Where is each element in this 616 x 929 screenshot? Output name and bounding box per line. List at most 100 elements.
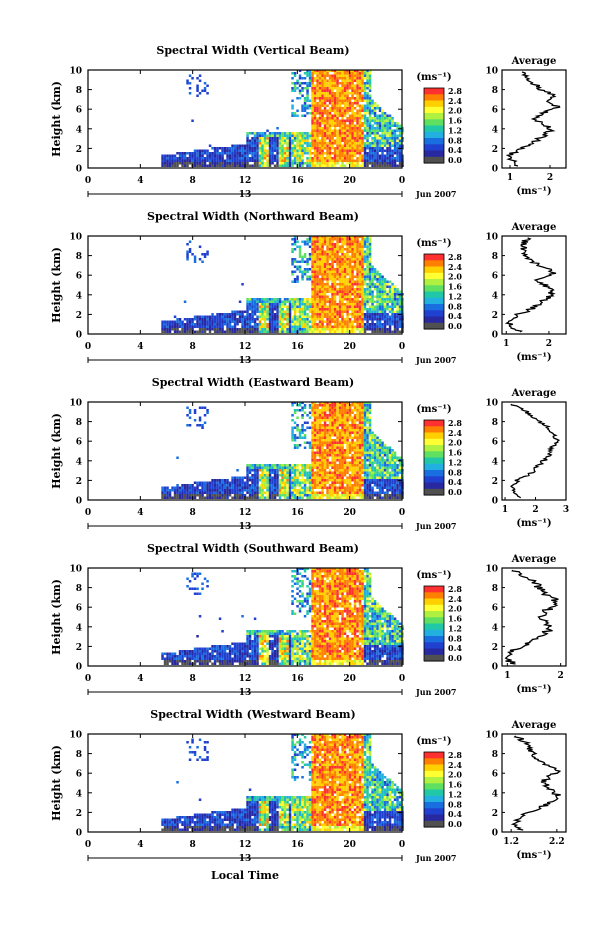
- heatmap-cell: [271, 142, 274, 145]
- colorbar-swatch: [424, 88, 444, 95]
- heatmap-cell: [368, 240, 372, 243]
- heatmap-cell: [333, 439, 337, 442]
- heatmap-cell: [311, 164, 314, 167]
- heatmap-cell: [376, 162, 379, 165]
- heatmap-cell: [353, 310, 357, 313]
- heatmap-cell: [218, 491, 222, 494]
- heatmap-cell: [318, 313, 322, 316]
- heatmap-cell: [188, 491, 192, 494]
- heatmap-cell: [328, 132, 332, 135]
- heatmap-cell: [336, 97, 339, 100]
- heatmap-cell: [368, 157, 372, 160]
- heatmap-cell: [398, 310, 402, 313]
- heatmap-cell: [308, 494, 312, 497]
- heatmap-cell: [178, 323, 182, 326]
- heatmap-cell: [341, 82, 344, 85]
- heatmap-cell: [321, 72, 324, 75]
- heatmap-cell: [313, 270, 317, 273]
- heatmap-cell: [261, 164, 264, 167]
- heatmap-cell: [293, 308, 297, 311]
- heatmap-cell: [301, 436, 304, 439]
- heatmap-cell: [381, 144, 384, 147]
- heatmap-cell: [321, 87, 324, 90]
- heatmap-cell: [178, 325, 182, 328]
- heatmap-cell: [221, 325, 224, 328]
- heatmap-cell: [333, 295, 337, 298]
- heatmap-cell: [338, 308, 342, 311]
- heatmap-cell: [196, 491, 199, 494]
- heatmap-cell: [243, 318, 247, 321]
- heatmap-cell: [393, 310, 397, 313]
- heatmap-cell: [326, 449, 329, 452]
- heatmap-cell: [281, 318, 284, 321]
- heatmap-cell: [313, 89, 317, 92]
- heatmap-cell: [358, 303, 362, 306]
- heatmap-cell: [321, 164, 324, 167]
- heatmap-cell: [311, 444, 314, 447]
- heatmap-cell: [293, 72, 297, 75]
- heatmap-cell: [293, 238, 297, 241]
- heatmap-cell: [313, 456, 317, 459]
- heatmap-cell: [223, 320, 227, 323]
- heatmap-cell: [293, 235, 297, 238]
- heatmap-cell: [376, 320, 379, 323]
- heatmap-cell: [316, 157, 319, 160]
- heatmap-cell: [201, 486, 204, 489]
- heatmap-cell: [253, 313, 257, 316]
- heatmap-cell: [338, 469, 342, 472]
- colorbar-swatch: [424, 106, 444, 114]
- heatmap-cell: [206, 92, 209, 95]
- heatmap-cell: [371, 295, 374, 298]
- heatmap-cell: [291, 325, 294, 328]
- heatmap-cell: [263, 318, 267, 321]
- heatmap-cell: [286, 300, 289, 303]
- heatmap-cell: [286, 491, 289, 494]
- heatmap-cell: [273, 489, 277, 492]
- heatmap-cell: [283, 494, 287, 497]
- heatmap-cell: [261, 484, 264, 487]
- heatmap-cell: [313, 446, 317, 449]
- heatmap-cell: [316, 481, 319, 484]
- heatmap-cell: [383, 315, 387, 318]
- heatmap-cell: [241, 479, 244, 482]
- heatmap-cell: [343, 77, 347, 80]
- heatmap-cell: [183, 154, 187, 157]
- heatmap-cell: [331, 134, 334, 137]
- heatmap-cell: [286, 489, 289, 492]
- heatmap-cell: [358, 152, 362, 155]
- heatmap-cell: [321, 426, 324, 429]
- heatmap-cell: [313, 69, 317, 72]
- heatmap-cell: [248, 164, 252, 167]
- heatmap-cell: [343, 328, 347, 331]
- heatmap-cell: [341, 486, 344, 489]
- heatmap-cell: [316, 449, 319, 452]
- heatmap-cell: [233, 476, 237, 479]
- heatmap-cell: [328, 439, 332, 442]
- heatmap-cell: [323, 325, 327, 328]
- heatmap-cell: [296, 305, 299, 308]
- heatmap-cell: [291, 243, 294, 246]
- heatmap-cell: [318, 102, 322, 105]
- heatmap-cell: [281, 484, 284, 487]
- heatmap-cell: [203, 481, 207, 484]
- heatmap-cell: [378, 137, 382, 140]
- heatmap-cell: [328, 426, 332, 429]
- heatmap-cell: [251, 305, 254, 308]
- heatmap-cell: [376, 308, 379, 311]
- heatmap-cell: [218, 313, 222, 316]
- heatmap-cell: [341, 157, 344, 160]
- heatmap-cell: [248, 494, 252, 497]
- heatmap-cell: [321, 275, 324, 278]
- heatmap-cell: [206, 320, 209, 323]
- heatmap-cell: [321, 431, 324, 434]
- heatmap-cell: [298, 82, 302, 85]
- heatmap-cell: [278, 134, 282, 137]
- y-tick-label: 10: [69, 67, 82, 77]
- heatmap-cell: [338, 278, 342, 281]
- heatmap-cell: [346, 157, 349, 160]
- heatmap-cell: [343, 152, 347, 155]
- heatmap-cell: [271, 323, 274, 326]
- heatmap-cell: [383, 283, 387, 286]
- heatmap-cell: [331, 464, 334, 467]
- heatmap-cell: [253, 162, 257, 165]
